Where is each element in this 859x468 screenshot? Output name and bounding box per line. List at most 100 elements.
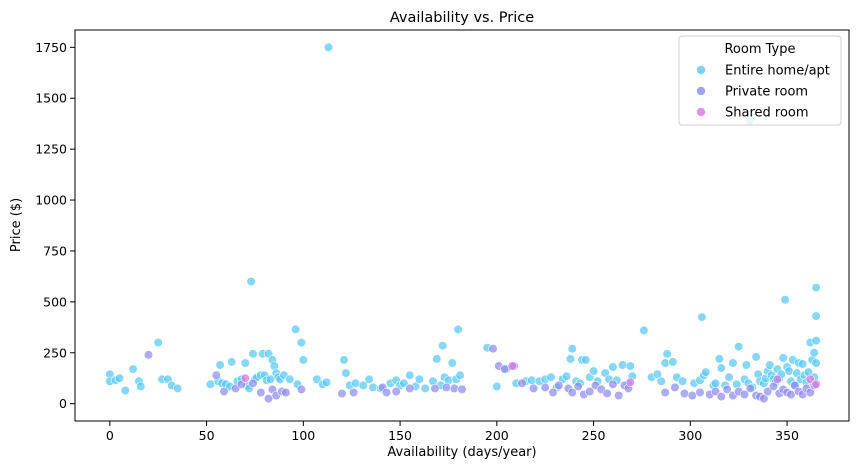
- data-point-series-1: [728, 358, 738, 368]
- data-point-series-2: [548, 387, 558, 398]
- data-point-series-2: [430, 383, 440, 394]
- data-point-series-1: [405, 370, 415, 380]
- data-point-series-1: [724, 372, 734, 382]
- data-point-series-2: [405, 383, 415, 394]
- data-point-series-2: [381, 387, 392, 398]
- data-point-series-1: [608, 362, 618, 372]
- data-point-series-1: [710, 378, 721, 388]
- data-point-series-2: [602, 388, 612, 399]
- data-point-series-2: [540, 382, 550, 393]
- y-tick-label: 1000: [35, 193, 67, 208]
- data-point-series-2: [716, 392, 726, 402]
- legend-marker: [696, 65, 706, 75]
- data-point-series-3: [811, 379, 821, 389]
- data-point-series-1: [173, 383, 183, 394]
- data-point-series-1: [546, 372, 556, 382]
- data-point-series-1: [784, 366, 794, 376]
- data-point-series-1: [215, 360, 225, 370]
- data-point-series-2: [391, 386, 401, 397]
- data-point-series-2: [263, 394, 274, 404]
- data-point-series-1: [285, 374, 295, 384]
- data-point-series-1: [565, 354, 576, 364]
- data-point-series-1: [120, 385, 130, 396]
- data-point-series-1: [527, 375, 537, 385]
- plot-frame: [74, 29, 850, 422]
- data-point-series-1: [323, 42, 334, 52]
- data-point-series-1: [322, 377, 332, 387]
- data-point-series-1: [414, 374, 425, 384]
- data-point-series-3: [772, 374, 783, 384]
- data-point-series-1: [492, 381, 502, 392]
- data-point-series-2: [211, 370, 221, 380]
- points-layer: [105, 42, 821, 404]
- data-point-series-2: [256, 387, 266, 398]
- y-tick-label: 250: [43, 345, 67, 360]
- data-point-series-1: [751, 352, 761, 362]
- data-point-series-3: [625, 377, 635, 387]
- legend-label: Entire home/apt: [725, 64, 830, 79]
- data-point-series-1: [809, 348, 819, 358]
- data-point-series-2: [614, 390, 624, 401]
- data-point-series-2: [670, 382, 680, 393]
- data-point-series-2: [248, 378, 258, 388]
- data-point-series-1: [581, 355, 591, 365]
- data-point-series-2: [660, 387, 670, 398]
- data-point-series-2: [500, 364, 510, 374]
- data-point-series-1: [339, 355, 349, 365]
- data-point-series-2: [573, 381, 583, 392]
- data-point-series-1: [778, 353, 788, 363]
- data-point-series-1: [136, 381, 146, 392]
- data-point-series-2: [449, 383, 459, 394]
- data-point-series-1: [453, 324, 463, 335]
- data-point-series-1: [811, 311, 821, 321]
- data-point-series-2: [349, 387, 359, 398]
- data-point-series-1: [668, 357, 678, 367]
- data-point-series-2: [517, 378, 527, 388]
- data-point-series-2: [763, 386, 773, 397]
- data-point-series-1: [811, 358, 821, 368]
- data-point-series-1: [797, 359, 808, 369]
- data-point-series-3: [240, 373, 250, 383]
- data-point-series-1: [447, 358, 457, 368]
- data-point-series-2: [488, 344, 498, 354]
- data-point-series-1: [588, 366, 599, 376]
- data-point-series-1: [227, 357, 237, 367]
- data-point-series-1: [246, 276, 256, 287]
- data-point-series-1: [455, 370, 465, 380]
- data-point-series-2: [337, 388, 347, 399]
- data-point-series-1: [205, 379, 215, 389]
- data-point-series-1: [780, 295, 790, 305]
- data-point-series-1: [128, 364, 138, 374]
- data-point-series-2: [805, 387, 815, 398]
- data-point-series-1: [811, 336, 821, 346]
- data-point-series-2: [585, 386, 595, 397]
- legend-marker: [696, 107, 706, 117]
- data-point-series-1: [312, 374, 322, 384]
- data-point-series-1: [714, 354, 725, 364]
- data-point-series-2: [745, 383, 755, 394]
- data-point-series-1: [432, 354, 442, 364]
- x-tick-label: 250: [582, 428, 606, 443]
- data-point-series-1: [765, 360, 775, 370]
- data-point-series-2: [722, 384, 732, 395]
- y-tick-label: 1500: [35, 91, 67, 106]
- data-point-series-2: [457, 384, 467, 395]
- data-point-series-2: [786, 389, 796, 400]
- data-point-series-2: [679, 388, 690, 399]
- data-point-series-1: [358, 380, 368, 391]
- data-point-series-1: [351, 378, 361, 388]
- data-point-series-1: [677, 376, 688, 386]
- legend: Room Type Entire home/apt Private room Sha…: [678, 35, 842, 126]
- data-point-series-2: [528, 383, 539, 394]
- x-tick-label: 50: [199, 428, 215, 443]
- data-point-series-1: [701, 367, 711, 377]
- data-point-series-1: [240, 358, 250, 368]
- data-point-series-1: [368, 382, 378, 393]
- data-point-series-2: [219, 386, 229, 397]
- y-tick-label: 1250: [35, 142, 67, 157]
- x-tick-label: 150: [388, 428, 412, 443]
- data-point-series-1: [420, 383, 430, 394]
- data-point-series-1: [298, 355, 308, 365]
- y-tick-label: 500: [43, 294, 67, 309]
